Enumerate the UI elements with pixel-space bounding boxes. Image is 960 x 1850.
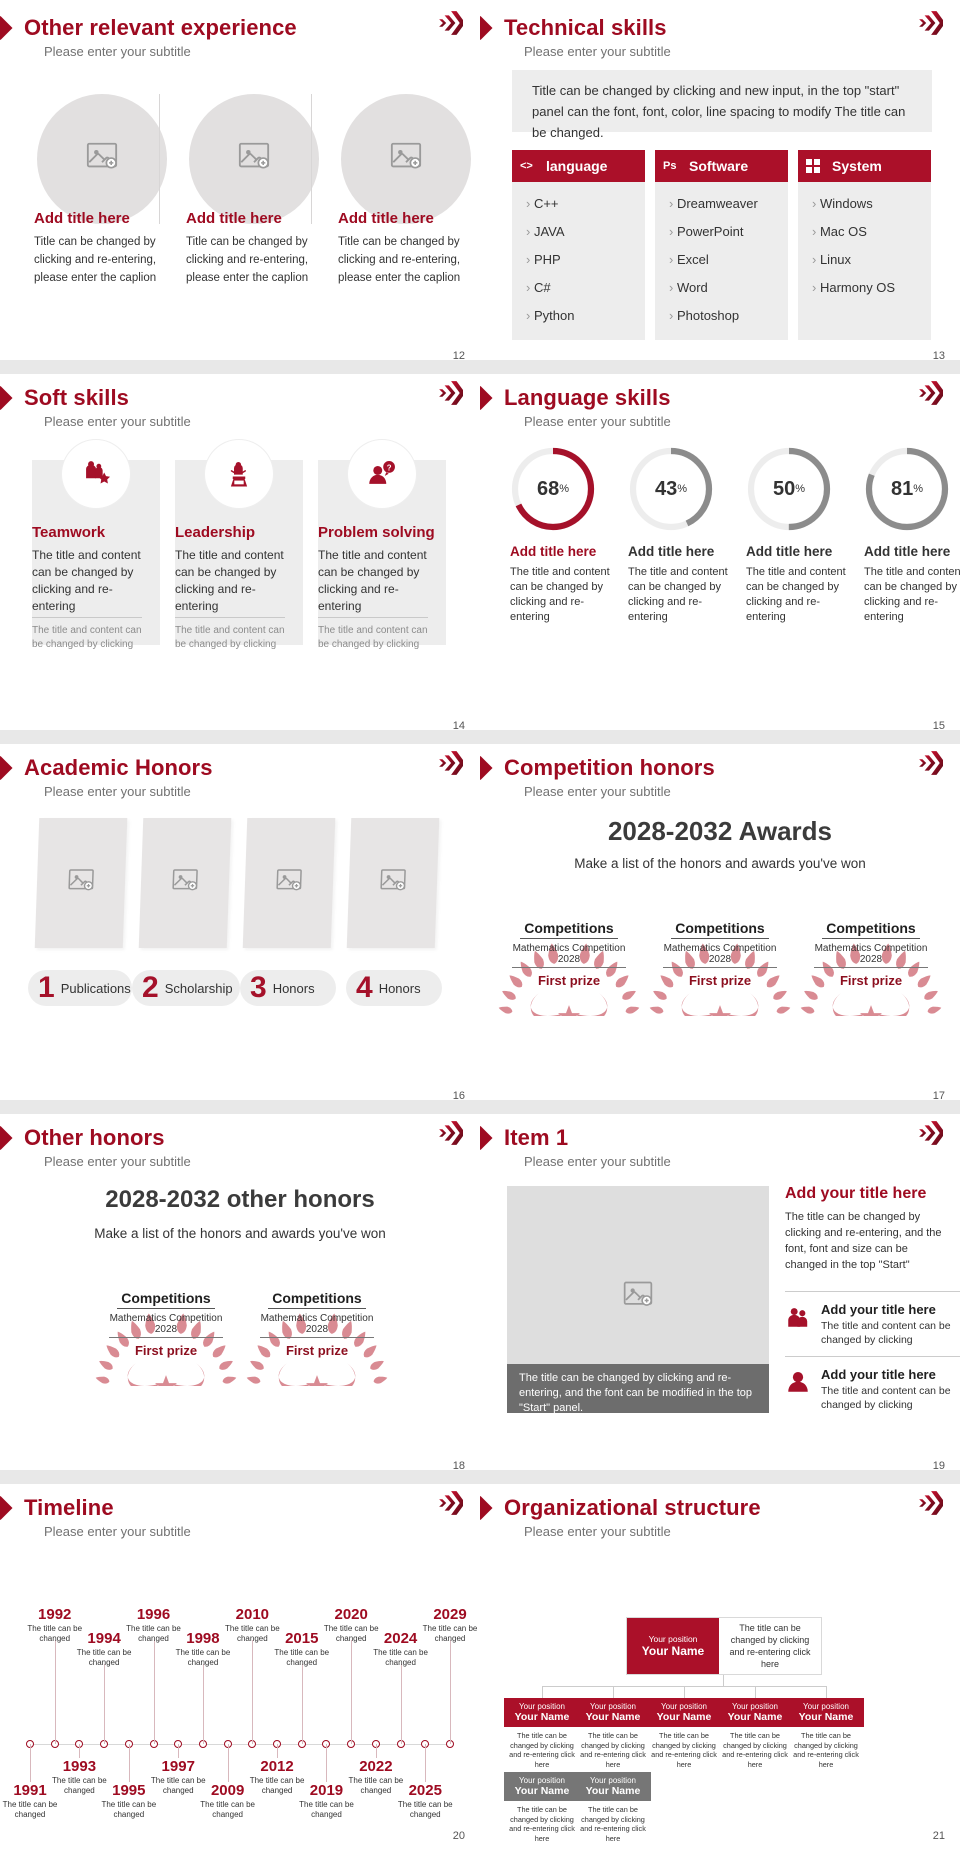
svg-text:?: ? [387,463,392,472]
